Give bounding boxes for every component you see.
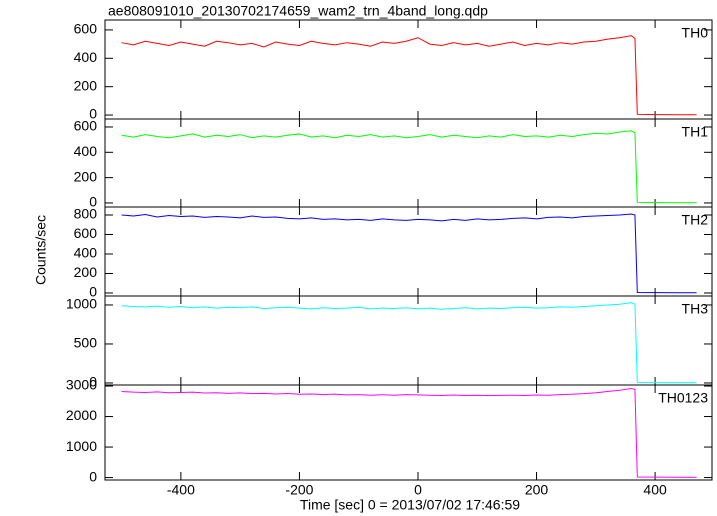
y-tick-label: 600 — [74, 21, 98, 37]
line — [121, 130, 697, 204]
panel-label: TH0123 — [658, 390, 708, 406]
y-tick-label: 500 — [74, 335, 98, 351]
panel-label: TH3 — [682, 301, 709, 317]
y-tick-label: 200 — [74, 77, 98, 93]
y-tick-label: 0 — [89, 284, 97, 300]
y-tick-label: 600 — [74, 118, 98, 134]
y-tick-label: 1000 — [66, 296, 97, 312]
y-tick-label: 3000 — [66, 377, 97, 393]
chart-title: ae808091010_20130702174659_wam2_trn_4ban… — [108, 3, 488, 19]
panel-frame — [104, 295, 713, 386]
x-tick-label: -200 — [285, 482, 313, 498]
x-tick-label: 400 — [643, 482, 667, 498]
line — [121, 302, 697, 384]
y-tick-label: 2000 — [66, 407, 97, 423]
y-tick-label: 400 — [74, 245, 98, 261]
y-tick-label: 200 — [74, 264, 98, 280]
panel-frame — [104, 19, 713, 120]
y-tick-label: 200 — [74, 168, 98, 184]
panel-label: TH2 — [682, 212, 709, 228]
line — [121, 213, 697, 294]
x-tick-label: 0 — [414, 482, 422, 498]
panel-label: TH1 — [682, 124, 709, 140]
panel-frame — [104, 384, 713, 481]
y-tick-label: 1000 — [66, 438, 97, 454]
x-axis-label: Time [sec] 0 = 2013/07/02 17:46:59 — [300, 497, 520, 513]
y-tick-label: 0 — [89, 194, 97, 210]
y-tick-label: 0 — [89, 374, 97, 390]
y-tick-label: 0 — [89, 106, 97, 122]
line — [121, 35, 697, 116]
y-tick-label: 800 — [74, 206, 98, 222]
line — [121, 387, 697, 478]
y-tick-label: 0 — [89, 468, 97, 484]
y-tick-label: 400 — [74, 143, 98, 159]
y-tick-label: 400 — [74, 49, 98, 65]
y-axis-label: Counts/sec — [33, 215, 49, 285]
panel-label: TH0 — [682, 25, 709, 41]
x-tick-label: -400 — [167, 482, 195, 498]
y-tick-label: 600 — [74, 225, 98, 241]
x-tick-label: 200 — [525, 482, 549, 498]
